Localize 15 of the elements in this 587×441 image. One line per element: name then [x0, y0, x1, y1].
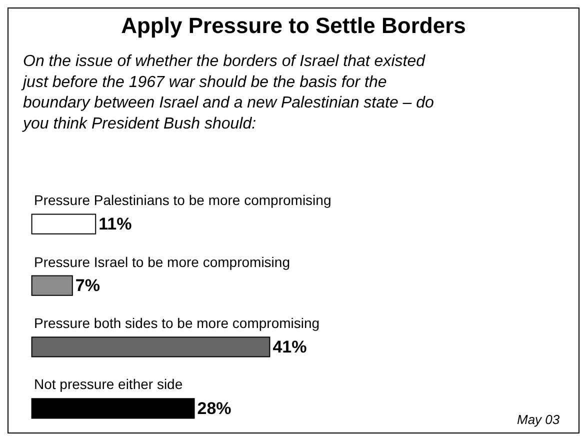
bar: [31, 398, 195, 419]
data-label: 28%: [197, 398, 232, 418]
text: May 03: [517, 412, 560, 427]
chart-title: Apply Pressure to Settle Borders: [121, 13, 466, 38]
y-tick-label: Not pressure either side: [34, 376, 183, 392]
bar: [31, 214, 96, 234]
bar: [31, 275, 73, 296]
y-tick-label: Pressure both sides to be more compromising: [34, 315, 320, 331]
data-label: 41%: [272, 337, 307, 356]
data-label: 11%: [98, 214, 132, 234]
y-tick-label: Pressure Palestinians to be more compromising: [34, 192, 332, 208]
data-label: 7%: [75, 276, 100, 296]
y-tick-label: Pressure Israel to be more compromising: [34, 254, 290, 270]
chart-subtitle: On the issue of whether the borders of Israel that existed just before the 1967 war should be the basis for the boundary between Israel and a new Palestinian state – do you think President Bush should:: [21, 53, 434, 132]
bar: [31, 336, 270, 358]
